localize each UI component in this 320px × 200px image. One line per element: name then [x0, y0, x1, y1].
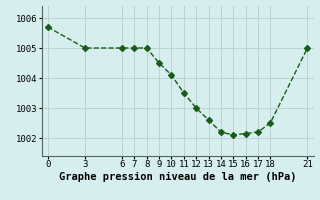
X-axis label: Graphe pression niveau de la mer (hPa): Graphe pression niveau de la mer (hPa)	[59, 172, 296, 182]
